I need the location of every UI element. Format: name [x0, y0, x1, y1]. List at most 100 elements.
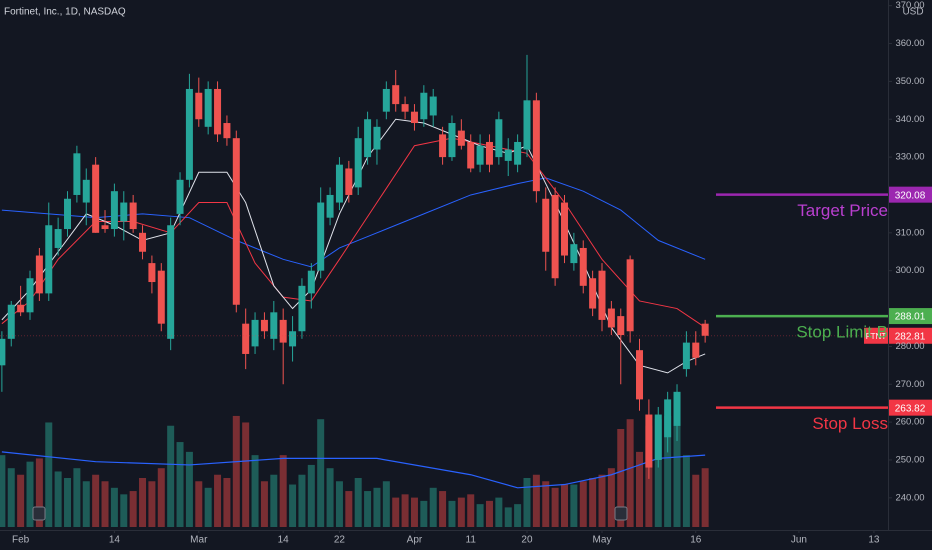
volume-bar	[673, 422, 681, 527]
volume-bar	[701, 468, 709, 527]
y-tick-label: 310.00	[895, 227, 924, 238]
price-tag-bg	[889, 327, 932, 344]
candle-body	[476, 145, 484, 165]
candle-body	[392, 85, 400, 105]
symbol-tag: FTNT	[866, 332, 887, 341]
candle-body	[326, 194, 334, 218]
volume-bar	[429, 487, 437, 527]
volume-bar	[92, 474, 100, 527]
volume-bar	[542, 481, 550, 527]
volume-bar	[476, 504, 484, 527]
candle-body	[0, 338, 6, 366]
candle-body	[457, 130, 465, 146]
volume-bar	[354, 478, 362, 527]
candle-body	[514, 141, 522, 165]
level-label: Stop Loss	[812, 414, 888, 433]
volume-bar	[532, 474, 540, 527]
candle-body	[73, 153, 81, 195]
candle-body	[420, 92, 428, 120]
volume-bar	[560, 484, 568, 527]
candle-body	[289, 331, 297, 347]
candle-body	[335, 164, 343, 203]
volume-ma-line	[1, 451, 706, 489]
candle-body	[364, 119, 372, 158]
candle-body	[270, 312, 278, 339]
candle-body	[495, 119, 503, 158]
candle-body	[682, 342, 690, 370]
candle-body	[701, 323, 709, 336]
volume-bar	[195, 481, 203, 527]
candle-body	[17, 304, 25, 313]
volume-bar	[120, 494, 128, 527]
candle-body	[260, 319, 268, 332]
candle-body	[195, 92, 203, 120]
x-tick-label: 22	[334, 535, 346, 546]
volume-layer	[0, 415, 709, 527]
candle-body	[692, 342, 700, 358]
volume-bar	[392, 497, 400, 527]
volume-bar	[345, 491, 353, 527]
volume-bar	[598, 474, 606, 527]
candle-body	[410, 111, 418, 124]
currency-label: USD	[902, 7, 923, 18]
candle-body	[148, 263, 156, 283]
candle-body	[401, 104, 409, 112]
candle-body	[542, 198, 550, 252]
x-tick-label: 13	[868, 535, 880, 546]
candle-body	[345, 168, 353, 195]
event-icon[interactable]	[614, 506, 628, 521]
volume-bar	[439, 491, 447, 527]
candle-body	[82, 179, 90, 203]
candle-body	[92, 164, 100, 233]
price-tag: 282.81	[895, 331, 926, 342]
candle-body	[251, 319, 259, 347]
candle-body	[298, 285, 306, 332]
candle-body	[382, 88, 390, 112]
candle-body	[654, 414, 662, 460]
volume-bar	[457, 497, 465, 527]
candle-body	[129, 202, 137, 230]
volume-bar	[410, 497, 418, 527]
candle-body	[214, 88, 222, 135]
volume-bar	[682, 455, 690, 527]
volume-bar	[589, 478, 597, 527]
candle-body	[373, 126, 381, 150]
volume-bar	[270, 474, 278, 527]
x-tick-label: 16	[690, 535, 702, 546]
candle-body	[223, 123, 231, 139]
candle-layer	[0, 54, 709, 479]
volume-bar	[54, 471, 62, 527]
axis-layer: 370.00 360.00 350.00 340.00 330.00 310.00 300.…	[12, 0, 925, 545]
candle-body	[120, 202, 128, 222]
volume-bar	[504, 507, 512, 527]
volume-bar	[607, 468, 615, 527]
volume-bar	[551, 487, 559, 527]
volume-bar	[364, 491, 372, 527]
x-tick-label: 14	[109, 535, 121, 546]
candle-body	[645, 414, 653, 468]
y-tick-label: 350.00	[895, 76, 924, 87]
candle-body	[439, 134, 447, 158]
volume-bar	[448, 500, 456, 527]
volume-bar	[523, 478, 531, 527]
volume-bar	[579, 481, 587, 527]
x-tick-label: Apr	[407, 535, 423, 546]
candle-body	[429, 96, 437, 116]
volume-bar	[110, 487, 118, 527]
volume-bar	[289, 484, 297, 527]
volume-bar	[664, 415, 672, 527]
volume-bar	[373, 487, 381, 527]
event-icon[interactable]	[32, 506, 46, 521]
x-tick-label: 20	[521, 535, 533, 546]
level-label: Target Price	[797, 201, 888, 220]
volume-bar	[73, 468, 81, 527]
volume-bar	[514, 504, 522, 527]
candle-body	[523, 100, 531, 150]
y-tick-label: 250.00	[895, 454, 924, 465]
candle-body	[504, 149, 512, 161]
volume-bar	[307, 464, 315, 527]
volume-bar	[260, 481, 268, 527]
volume-bar	[692, 474, 700, 527]
x-tick-label: Jun	[791, 535, 807, 546]
